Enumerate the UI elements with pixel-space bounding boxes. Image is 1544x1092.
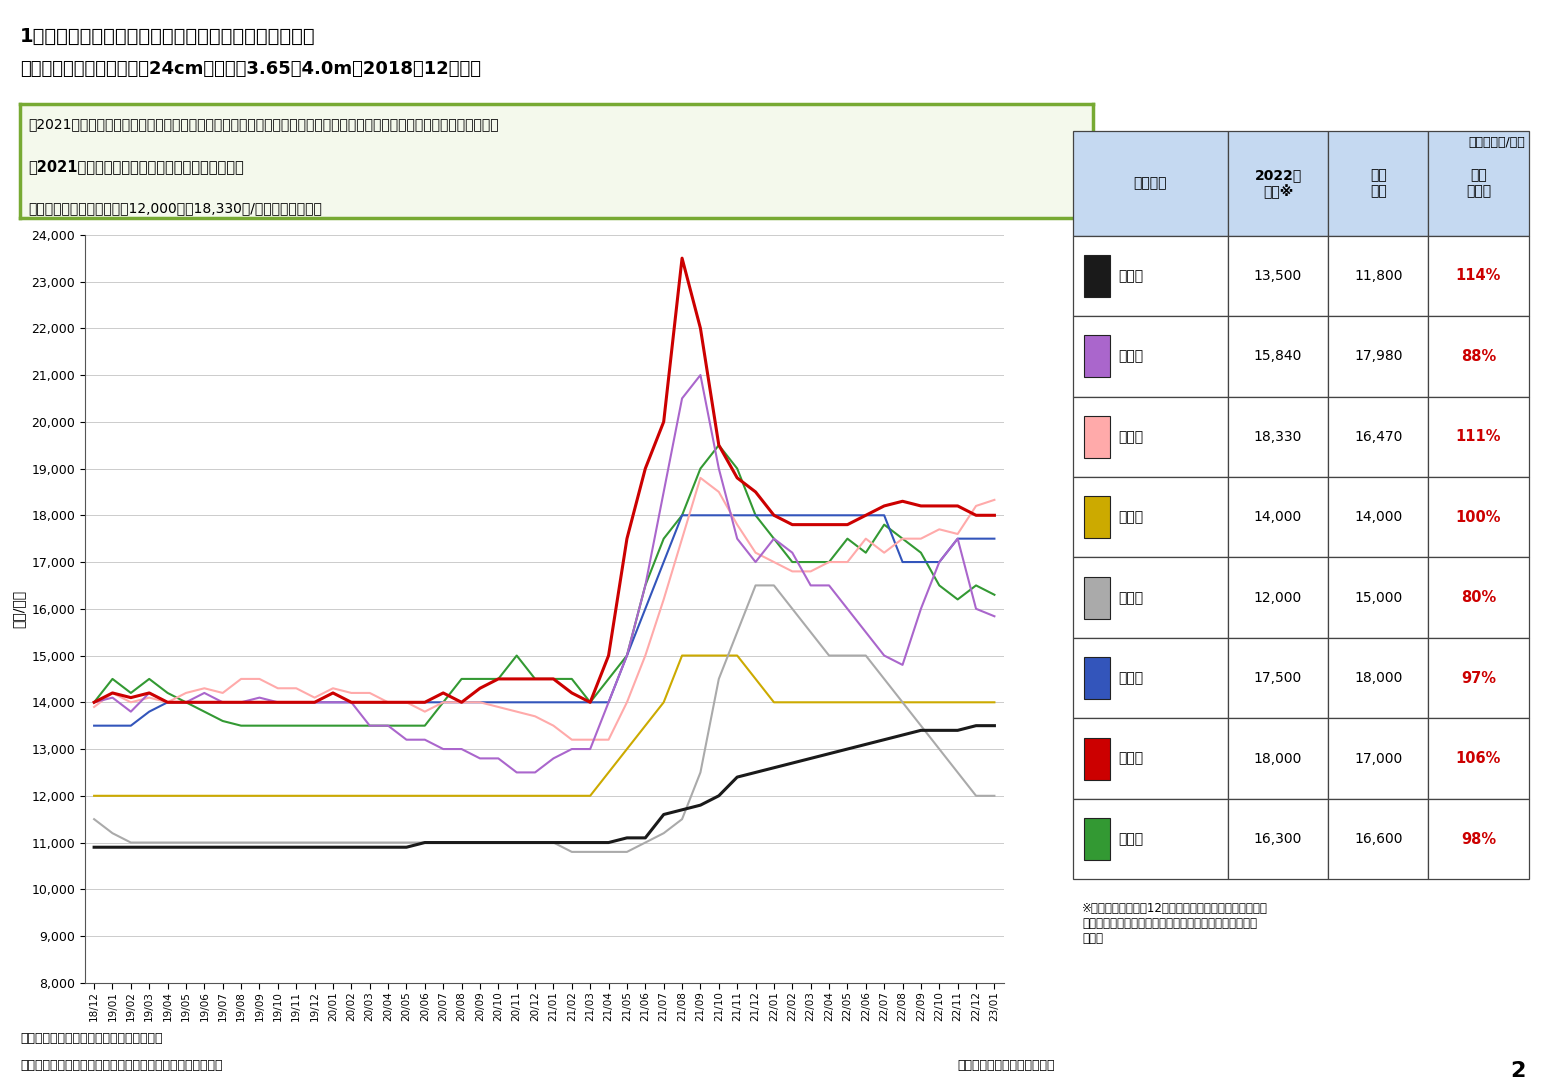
Text: 13,500: 13,500 bbox=[1254, 269, 1302, 283]
Bar bbox=[1084, 496, 1110, 538]
Text: 栃木県: 栃木県 bbox=[1118, 430, 1144, 443]
Text: 高知県: 高知県 bbox=[1118, 672, 1144, 685]
Text: 長野県: 長野県 bbox=[1118, 510, 1144, 524]
Bar bbox=[1084, 818, 1110, 860]
Bar bbox=[1428, 477, 1529, 558]
Text: 都道府県: 都道府県 bbox=[1133, 176, 1167, 190]
Bar bbox=[1428, 719, 1529, 799]
Bar bbox=[1084, 737, 1110, 780]
Bar bbox=[1227, 316, 1328, 396]
Bar bbox=[1227, 638, 1328, 719]
Bar bbox=[1428, 396, 1529, 477]
Bar bbox=[1328, 396, 1428, 477]
Bar bbox=[1073, 131, 1227, 236]
Bar bbox=[1084, 416, 1110, 458]
Bar bbox=[1328, 719, 1428, 799]
Text: ※北海道については12月、秋田県、栃木県、長野県、岡
山県、高知県、熊本県及び宮崎県については１月の値を
使用。: ※北海道については12月、秋田県、栃木県、長野県、岡 山県、高知県、熊本県及び宮… bbox=[1082, 902, 1268, 946]
Text: 98%: 98% bbox=[1461, 832, 1496, 846]
Text: 注１：北海道はカラマツ（工場着価格）。: 注１：北海道はカラマツ（工場着価格）。 bbox=[20, 1032, 162, 1045]
Bar bbox=[1227, 477, 1328, 558]
Bar bbox=[1428, 236, 1529, 316]
Bar bbox=[1328, 638, 1428, 719]
Text: 18,330: 18,330 bbox=[1254, 430, 1302, 443]
Text: 岡山県: 岡山県 bbox=[1118, 591, 1144, 605]
Text: 2: 2 bbox=[1510, 1061, 1525, 1081]
Text: 1　価格の動向　（１）原木価格（原木市場・共販所）: 1 価格の動向 （１）原木価格（原木市場・共販所） bbox=[20, 27, 315, 46]
Bar bbox=[1328, 236, 1428, 316]
Bar bbox=[1227, 396, 1328, 477]
Text: ・2021年４月以降、いわゆるウッドショックにより価格が大きく上昇し、その後一部の地域で下落したが、全般的には、: ・2021年４月以降、いわゆるウッドショックにより価格が大きく上昇し、その後一部… bbox=[29, 118, 499, 131]
Text: 熊本県: 熊本県 bbox=[1118, 751, 1144, 765]
Bar bbox=[1227, 236, 1328, 316]
Bar bbox=[1073, 558, 1227, 638]
Text: 12,000: 12,000 bbox=[1254, 591, 1302, 605]
Bar bbox=[1227, 719, 1328, 799]
Text: 80%: 80% bbox=[1461, 591, 1496, 605]
Bar bbox=[1328, 799, 1428, 879]
Text: 14,000: 14,000 bbox=[1254, 510, 1302, 524]
Text: 16,300: 16,300 bbox=[1254, 832, 1302, 846]
Text: （単位：円/㎥）: （単位：円/㎥） bbox=[1468, 136, 1525, 150]
Bar bbox=[1328, 477, 1428, 558]
Bar bbox=[1073, 236, 1227, 316]
Bar bbox=[1073, 477, 1227, 558]
Text: 100%: 100% bbox=[1456, 510, 1501, 525]
Text: 15,840: 15,840 bbox=[1254, 349, 1302, 364]
Bar bbox=[1227, 799, 1328, 879]
Bar bbox=[1428, 131, 1529, 236]
Bar bbox=[1084, 335, 1110, 378]
Text: 17,980: 17,980 bbox=[1354, 349, 1402, 364]
Bar bbox=[1227, 558, 1328, 638]
Text: 資料：林野庁木材産業課調べ: 資料：林野庁木材産業課調べ bbox=[957, 1059, 1055, 1072]
Bar bbox=[1227, 131, 1328, 236]
Bar bbox=[1428, 316, 1529, 396]
Bar bbox=[1084, 254, 1110, 297]
Bar bbox=[1084, 577, 1110, 619]
Text: 前年
同期比: 前年 同期比 bbox=[1465, 168, 1492, 199]
Text: 11,800: 11,800 bbox=[1354, 269, 1402, 283]
Bar bbox=[1073, 316, 1227, 396]
Text: 18,000: 18,000 bbox=[1254, 751, 1302, 765]
Text: 前年
同期: 前年 同期 bbox=[1370, 168, 1387, 199]
Bar bbox=[1073, 638, 1227, 719]
Bar bbox=[1328, 316, 1428, 396]
Text: ア　スギ（全国）　　径24cm程度、長3.65〜4.0m（2018年12月〜）: ア スギ（全国） 径24cm程度、長3.65〜4.0m（2018年12月〜） bbox=[20, 60, 482, 78]
Text: 106%: 106% bbox=[1456, 751, 1501, 767]
Text: 111%: 111% bbox=[1456, 429, 1501, 444]
Bar bbox=[1428, 638, 1529, 719]
Bar bbox=[1428, 558, 1529, 638]
Bar bbox=[1084, 657, 1110, 699]
Text: 秋田県: 秋田県 bbox=[1118, 349, 1144, 364]
Bar bbox=[1428, 799, 1529, 879]
Text: 114%: 114% bbox=[1456, 269, 1501, 283]
Text: 16,470: 16,470 bbox=[1354, 430, 1402, 443]
Text: 17,500: 17,500 bbox=[1254, 672, 1302, 685]
Text: ・直近のスギ原木価格は、12,000円〜18,330円/㎥となっている。: ・直近のスギ原木価格は、12,000円〜18,330円/㎥となっている。 bbox=[29, 201, 323, 215]
Bar bbox=[1073, 719, 1227, 799]
Text: 18,000: 18,000 bbox=[1354, 672, 1402, 685]
Text: 北海道: 北海道 bbox=[1118, 269, 1144, 283]
Text: 2021年３月以前と比較すると高い水準で推移。: 2021年３月以前と比較すると高い水準で推移。 bbox=[29, 158, 244, 174]
Bar bbox=[1073, 396, 1227, 477]
Text: 17,000: 17,000 bbox=[1354, 751, 1402, 765]
Bar bbox=[1328, 131, 1428, 236]
Bar bbox=[1073, 799, 1227, 879]
Text: 16,600: 16,600 bbox=[1354, 832, 1402, 846]
Text: 97%: 97% bbox=[1461, 670, 1496, 686]
Y-axis label: （円/㎥）: （円/㎥） bbox=[12, 590, 26, 628]
Text: 88%: 88% bbox=[1461, 348, 1496, 364]
Text: 宮崎県: 宮崎県 bbox=[1118, 832, 1144, 846]
Text: 注２：都道府県が選定した特定の原木市場・共販所の価格。: 注２：都道府県が選定した特定の原木市場・共販所の価格。 bbox=[20, 1059, 222, 1072]
Text: 14,000: 14,000 bbox=[1354, 510, 1402, 524]
Bar bbox=[1328, 558, 1428, 638]
Text: 2022年
直近※: 2022年 直近※ bbox=[1254, 168, 1302, 199]
Text: 15,000: 15,000 bbox=[1354, 591, 1402, 605]
